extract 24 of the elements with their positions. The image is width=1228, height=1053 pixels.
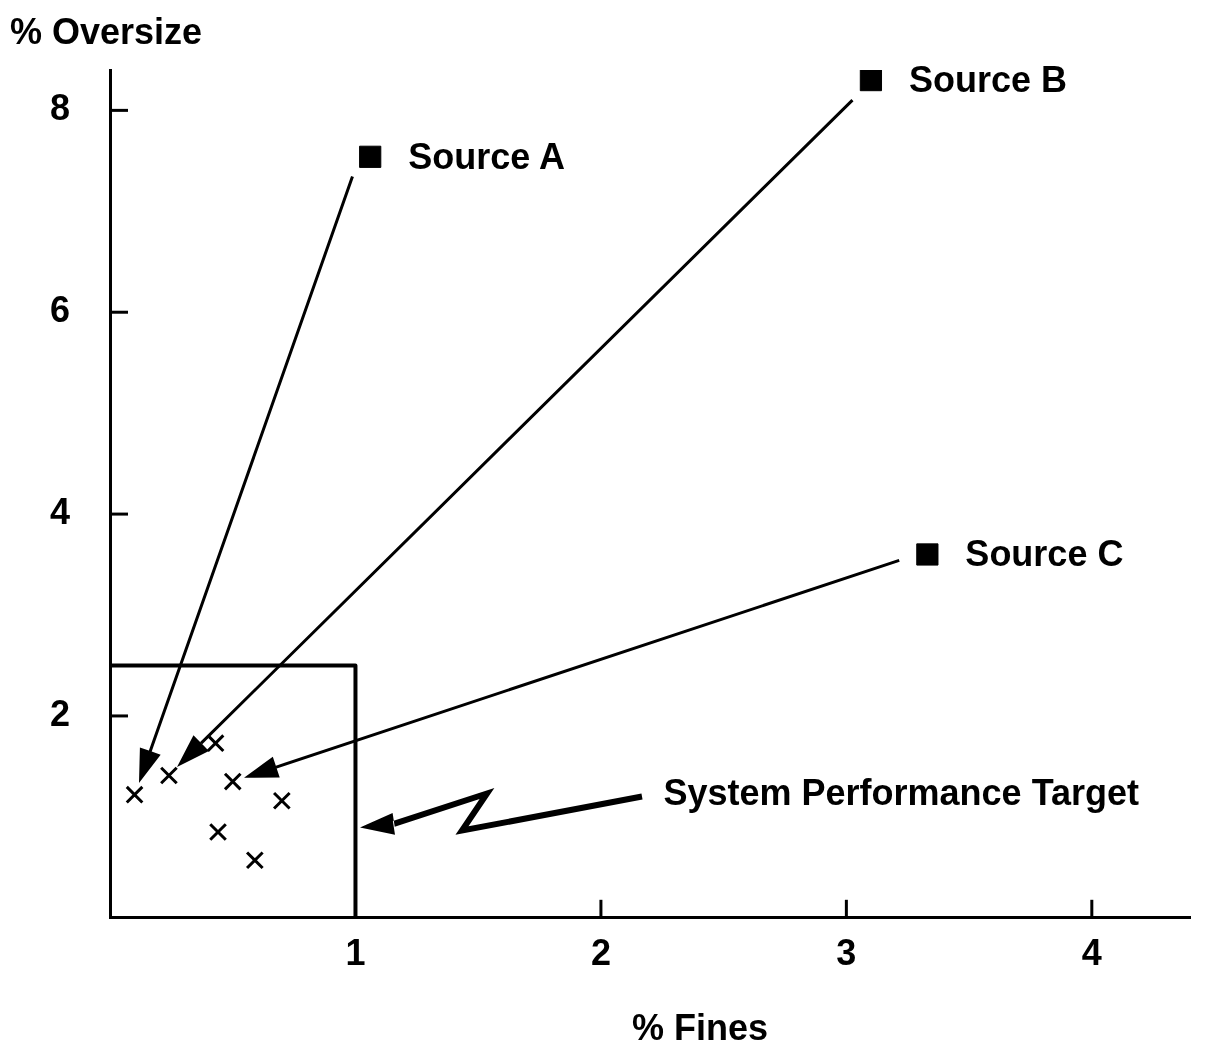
x-tick-label: 3 <box>836 932 857 974</box>
point <box>125 785 144 804</box>
point <box>245 850 265 870</box>
series-label: Source A <box>408 135 565 177</box>
y-axis-title: % Oversize <box>10 10 203 52</box>
y-tick-label: 6 <box>49 289 71 331</box>
y-tick-label: 8 <box>49 87 71 129</box>
point <box>859 70 883 92</box>
y-tick-label: 2 <box>49 692 71 734</box>
point <box>272 791 292 810</box>
series-label: Source B <box>908 59 1067 101</box>
x-tick-label: 1 <box>345 932 366 974</box>
point <box>223 772 243 791</box>
series-label: Source C <box>965 533 1124 575</box>
point <box>159 766 179 785</box>
y-tick-label: 4 <box>49 491 71 533</box>
x-tick-label: 2 <box>590 932 611 974</box>
point <box>206 733 225 753</box>
x-tick-label: 4 <box>1081 932 1102 974</box>
point <box>359 145 382 168</box>
point <box>916 543 939 566</box>
point <box>208 822 228 842</box>
x-axis-title: % Fines <box>631 1006 769 1048</box>
annotation: System Performance Target <box>663 771 1140 813</box>
